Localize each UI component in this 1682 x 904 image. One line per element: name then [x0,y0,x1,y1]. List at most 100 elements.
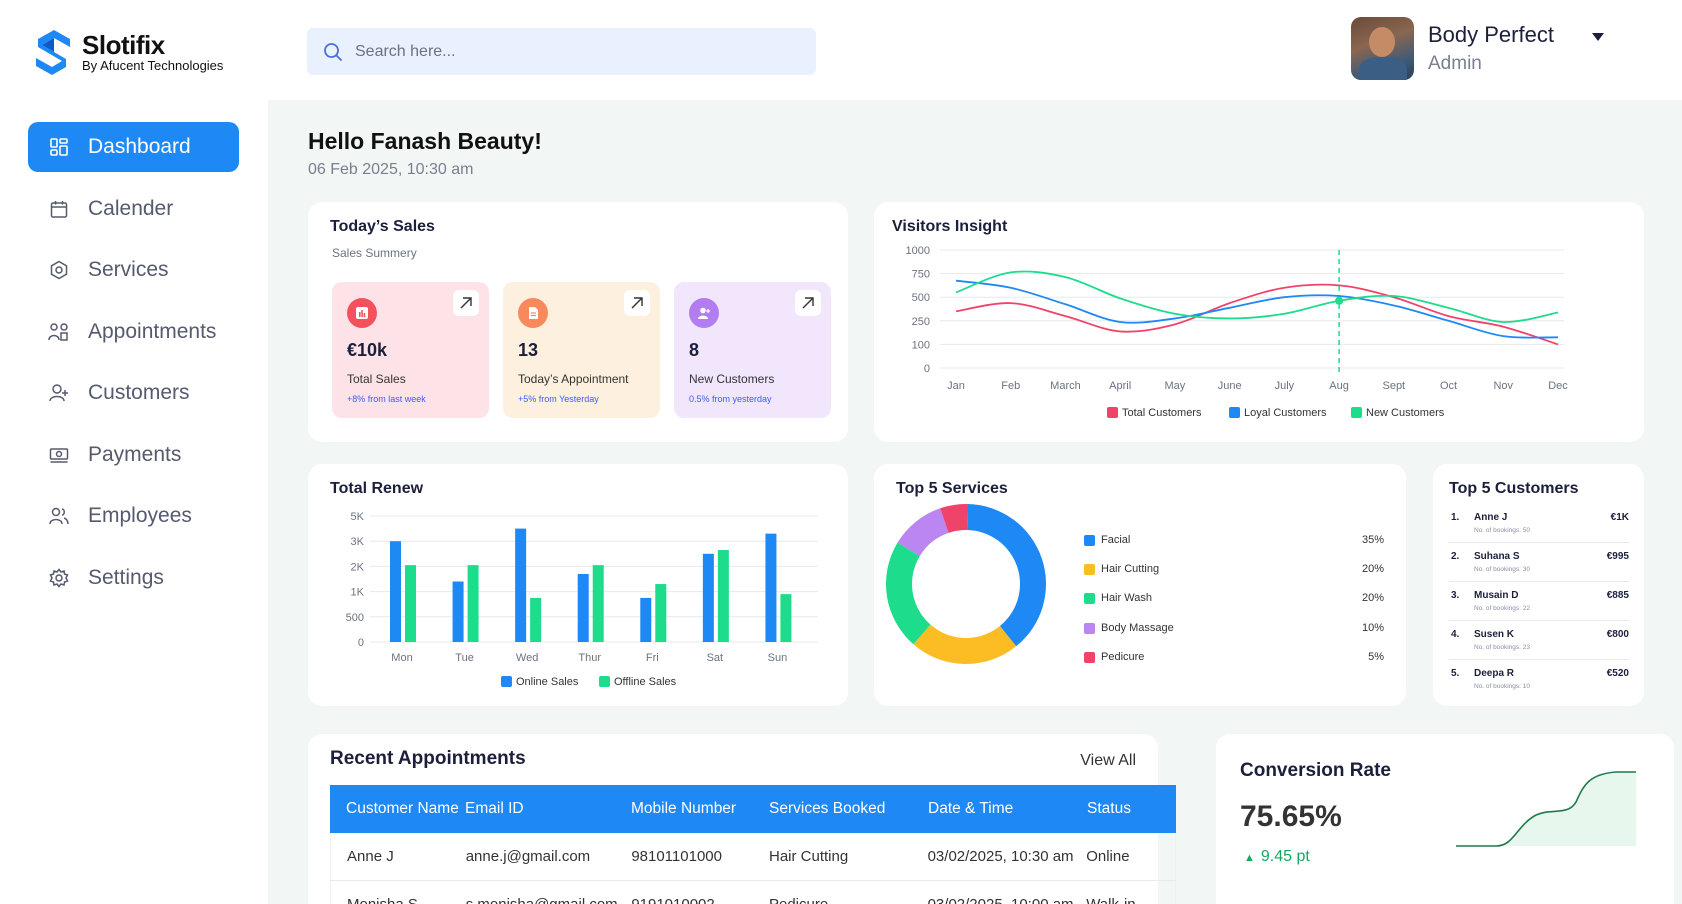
column-header[interactable]: Date & Time [928,800,1014,817]
rank: 3. [1451,590,1460,601]
table-cell: Monisha S [331,896,466,904]
search-bar[interactable] [307,28,816,75]
sidebar-item-payments[interactable]: Payments [28,430,239,480]
stat-total-sales[interactable]: €10k Total Sales +8% from last week [332,282,489,418]
bar-offline-sales [467,565,479,642]
column-header[interactable]: Services Booked [769,800,886,817]
y-tick-label: 500 [346,612,364,624]
sidebar-item-appointments[interactable]: Appointments [28,307,239,357]
sidebar-item-employees[interactable]: Employees [28,491,239,541]
stat-change: +8% from last week [347,394,426,404]
user-add-icon [689,298,719,328]
column-header[interactable]: Email ID [465,800,524,817]
main-content: Hello Fanash Beauty! 06 Feb 2025, 10:30 … [268,100,1682,904]
recent-appointments-card: Recent Appointments View All Customer Na… [308,734,1176,904]
list-item[interactable]: 3. Musain D No. of bookings: 22 €885 [1449,582,1629,621]
list-item[interactable]: 1. Anne J No. of bookings: 50 €1K [1449,504,1629,543]
table-cell: 9191010002 [631,896,769,904]
x-tick-label: April [1109,380,1131,392]
legend-value: 35% [1361,534,1384,546]
sidebar-item-label: Dashboard [88,135,191,158]
card-title: Top 5 Customers [1449,480,1579,497]
chart-icon [347,298,377,328]
avatar[interactable] [1351,17,1414,80]
brand-logo[interactable]: Slotifix By Afucent Technologies [32,28,223,76]
customer-name: Suhana S [1474,551,1520,562]
card-title: Today’s Sales [330,218,435,235]
page-title: Hello Fanash Beauty! [308,128,542,154]
arrow-up-right-icon[interactable] [795,290,821,316]
conversion-change: ▲ 9.45 pt [1244,848,1310,866]
slice-hair-cutting [913,624,1017,664]
x-tick-label: Tue [455,652,474,664]
y-tick-label: 1000 [906,245,930,257]
todays-sales-card: Today’s Sales Sales Summery €10k Total S… [308,202,848,442]
legend-label: Offline Sales [614,676,677,688]
booking-count: No. of bookings: 23 [1474,644,1531,651]
bar-online-sales [452,581,464,642]
stat-new-customers[interactable]: 8 New Customers 0.5% from yesterday [674,282,831,418]
slice-body-massage [897,508,949,557]
stat-label: Total Sales [347,372,406,386]
stat-todays-appointment[interactable]: 13 Today’s Appointment +5% from Yesterda… [503,282,660,418]
x-tick-label: Sept [1382,380,1405,392]
sidebar-item-services[interactable]: Services [28,245,239,295]
table-cell: s.monisha@gmail.com [466,896,632,904]
arrow-up-right-icon[interactable] [624,290,650,316]
legend-value: 20% [1361,563,1384,575]
customer-name: Musain D [1474,590,1519,601]
column-header[interactable]: Customer Name [346,800,459,817]
sidebar-item-calender[interactable]: Calender [28,184,239,234]
table-cell: Walk-in [1086,896,1175,904]
dashboard-icon [48,136,70,158]
legend-item: Hair Wash 20% [1084,592,1384,604]
list-item[interactable]: 2. Suhana S No. of bookings: 30 €995 [1449,543,1629,582]
bar-offline-sales [405,565,416,642]
column-header[interactable]: Status [1087,800,1131,817]
list-item[interactable]: 5. Deepa R No. of bookings: 10 €520 [1449,660,1629,699]
sidebar-item-customers[interactable]: Customers [28,368,239,418]
conversion-sparkline [1456,771,1636,847]
x-tick-label: July [1275,380,1295,392]
profile-menu[interactable]: Body Perfect Admin [1351,17,1604,80]
stat-value: 13 [518,340,539,360]
column-header[interactable]: Mobile Number [631,800,737,817]
list-item[interactable]: 4. Susen K No. of bookings: 23 €800 [1449,621,1629,660]
y-tick-label: 250 [912,316,930,328]
customer-amount: €995 [1606,551,1629,562]
chevron-down-icon[interactable] [1591,32,1604,41]
visitors-insight-card: Visitors Insight 1000 750 500 250 100 0 Jan Feb… [874,202,1644,442]
legend-label: Total Customers [1122,407,1202,419]
x-tick-label: June [1218,380,1242,392]
services-icon [48,259,70,281]
view-all-link[interactable]: View All [1080,752,1136,769]
sidebar-item-settings[interactable]: Settings [28,553,239,603]
top-customers-card: Top 5 Customers 1. Anne J No. of bookings:… [1433,464,1644,706]
bar-online-sales [577,573,589,642]
sidebar-item-label: Services [88,258,169,281]
bar-offline-sales [717,550,729,642]
stat-value: €10k [347,340,388,360]
stat-label: New Customers [689,372,775,386]
arrow-up-right-icon[interactable] [453,290,479,316]
card-title: Visitors Insight [892,218,1008,235]
legend-label: Loyal Customers [1244,407,1327,419]
stat-label: Today’s Appointment [518,372,629,386]
payments-icon [48,444,70,466]
document-icon [518,298,548,328]
table-row[interactable]: Monisha S s.monisha@gmail.com 9191010002… [330,881,1176,904]
employees-icon [48,505,70,527]
series-line-loyal-customers [955,279,1559,339]
table-row[interactable]: Anne J anne.j@gmail.com 98101101000 Hair… [330,833,1176,881]
slice-facial [967,504,1046,647]
conversion-change-value: 9.45 pt [1260,848,1310,865]
stat-value: 8 [689,340,700,360]
legend-swatch [1084,592,1095,604]
search-input[interactable] [355,42,775,61]
legend-label: Hair Wash [1101,592,1152,604]
table-cell: anne.j@gmail.com [465,848,591,865]
booking-count: No. of bookings: 22 [1474,605,1531,612]
sidebar-item-dashboard[interactable]: Dashboard [28,122,239,172]
conversion-rate-card: Conversion Rate 75.65% ▲ 9.45 pt [1216,734,1674,904]
